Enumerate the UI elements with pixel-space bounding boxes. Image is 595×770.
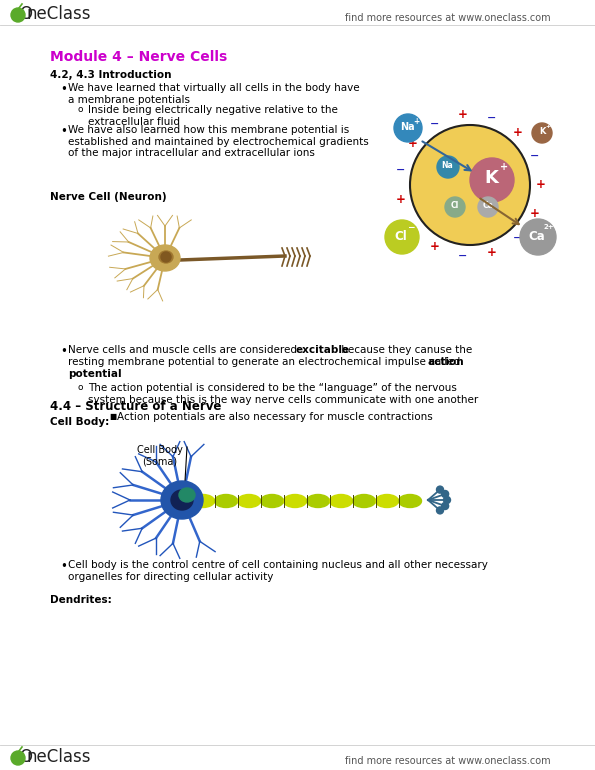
Text: Cell Body
(Soma): Cell Body (Soma) (137, 445, 183, 467)
Text: We have learned that virtually all cells in the body have
a membrane potentials: We have learned that virtually all cells… (68, 83, 359, 105)
Text: +: + (512, 126, 522, 139)
Circle shape (470, 158, 514, 202)
Text: −: − (396, 166, 405, 176)
Text: −: − (407, 223, 415, 233)
Text: +: + (430, 240, 440, 253)
Text: because they canuse the: because they canuse the (338, 345, 472, 355)
Circle shape (437, 507, 443, 514)
Circle shape (441, 503, 449, 510)
Text: We have also learned how this membrane potential is
established and maintained b: We have also learned how this membrane p… (68, 125, 369, 158)
Ellipse shape (237, 494, 261, 507)
Text: +: + (408, 137, 418, 150)
Ellipse shape (159, 251, 173, 263)
Text: −: − (458, 250, 467, 260)
Circle shape (520, 219, 556, 255)
Text: Na: Na (400, 122, 414, 132)
Text: Dendrites:: Dendrites: (50, 595, 112, 605)
Text: −: − (408, 222, 417, 232)
Text: ■: ■ (109, 412, 116, 421)
Text: The action potential is considered to be the “language” of the nervous
system be: The action potential is considered to be… (88, 383, 478, 404)
Text: +: + (413, 116, 419, 126)
Text: O: O (19, 5, 32, 23)
Text: find more resources at www.oneclass.com: find more resources at www.oneclass.com (345, 13, 550, 23)
Circle shape (410, 125, 530, 245)
Text: Inside being electrically negative relative to the
extracellular fluid: Inside being electrically negative relat… (88, 105, 338, 126)
Circle shape (437, 156, 459, 178)
Text: −: − (487, 112, 497, 122)
Text: Cl: Cl (394, 229, 408, 243)
Text: +: + (536, 179, 546, 192)
Ellipse shape (161, 481, 203, 519)
Text: resting membrane potential to generate an electrochemical impulse called: resting membrane potential to generate a… (68, 357, 464, 367)
Ellipse shape (352, 494, 375, 507)
Ellipse shape (171, 490, 193, 510)
Circle shape (394, 114, 422, 142)
Text: K: K (539, 128, 545, 136)
Text: Nerve Cell (Neuron): Nerve Cell (Neuron) (50, 192, 167, 202)
Ellipse shape (179, 488, 195, 502)
Circle shape (441, 490, 449, 497)
Text: excitable: excitable (296, 345, 350, 355)
Text: Ca: Ca (483, 202, 493, 210)
Text: •: • (60, 83, 67, 96)
Text: find more resources at www.oneclass.com: find more resources at www.oneclass.com (345, 756, 550, 766)
Ellipse shape (399, 494, 421, 507)
Circle shape (437, 486, 443, 493)
Text: +: + (500, 162, 508, 172)
Ellipse shape (192, 494, 215, 507)
Text: O: O (19, 748, 32, 766)
Text: +: + (487, 246, 497, 259)
Text: o: o (77, 105, 83, 114)
Ellipse shape (261, 494, 283, 507)
Circle shape (443, 497, 450, 504)
Text: Cl: Cl (451, 202, 459, 210)
Text: Ca: Ca (528, 229, 546, 243)
Text: action: action (427, 357, 464, 367)
Text: •: • (60, 560, 67, 573)
Text: neClass: neClass (27, 5, 92, 23)
Text: Cell Body:: Cell Body: (50, 417, 109, 427)
Ellipse shape (215, 494, 237, 507)
Text: 4.2, 4.3 Introduction: 4.2, 4.3 Introduction (50, 70, 171, 80)
Circle shape (385, 220, 419, 254)
Text: •: • (60, 125, 67, 138)
Text: Na: Na (441, 162, 453, 170)
Circle shape (11, 8, 25, 22)
Circle shape (161, 252, 171, 262)
Ellipse shape (150, 245, 180, 271)
Text: 2+: 2+ (544, 224, 555, 230)
Text: Action potentials are also necessary for muscle contractions: Action potentials are also necessary for… (117, 412, 433, 422)
Text: Cell body is the control centre of cell containing nucleus and all other necessa: Cell body is the control centre of cell … (68, 560, 488, 581)
Text: Module 4 – Nerve Cells: Module 4 – Nerve Cells (50, 50, 227, 64)
Ellipse shape (330, 494, 352, 507)
Text: +: + (530, 207, 540, 220)
Ellipse shape (375, 494, 399, 507)
Circle shape (11, 751, 25, 765)
Text: neClass: neClass (27, 748, 92, 766)
Circle shape (445, 197, 465, 217)
Text: −: − (530, 151, 540, 161)
Text: Nerve cells and muscle cells are considered: Nerve cells and muscle cells are conside… (68, 345, 300, 355)
Circle shape (478, 197, 498, 217)
Text: •: • (60, 345, 67, 358)
Text: +: + (458, 108, 468, 121)
Text: 4.4 – Structure of a Nerve: 4.4 – Structure of a Nerve (50, 400, 221, 413)
Circle shape (532, 123, 552, 143)
Text: o: o (77, 383, 83, 392)
Text: K: K (484, 169, 498, 187)
Text: potential: potential (68, 369, 121, 379)
Text: +: + (396, 193, 405, 206)
Text: +: + (546, 125, 550, 129)
Ellipse shape (283, 494, 306, 507)
Ellipse shape (306, 494, 330, 507)
Text: −: − (513, 233, 522, 243)
Text: −: − (430, 119, 439, 129)
